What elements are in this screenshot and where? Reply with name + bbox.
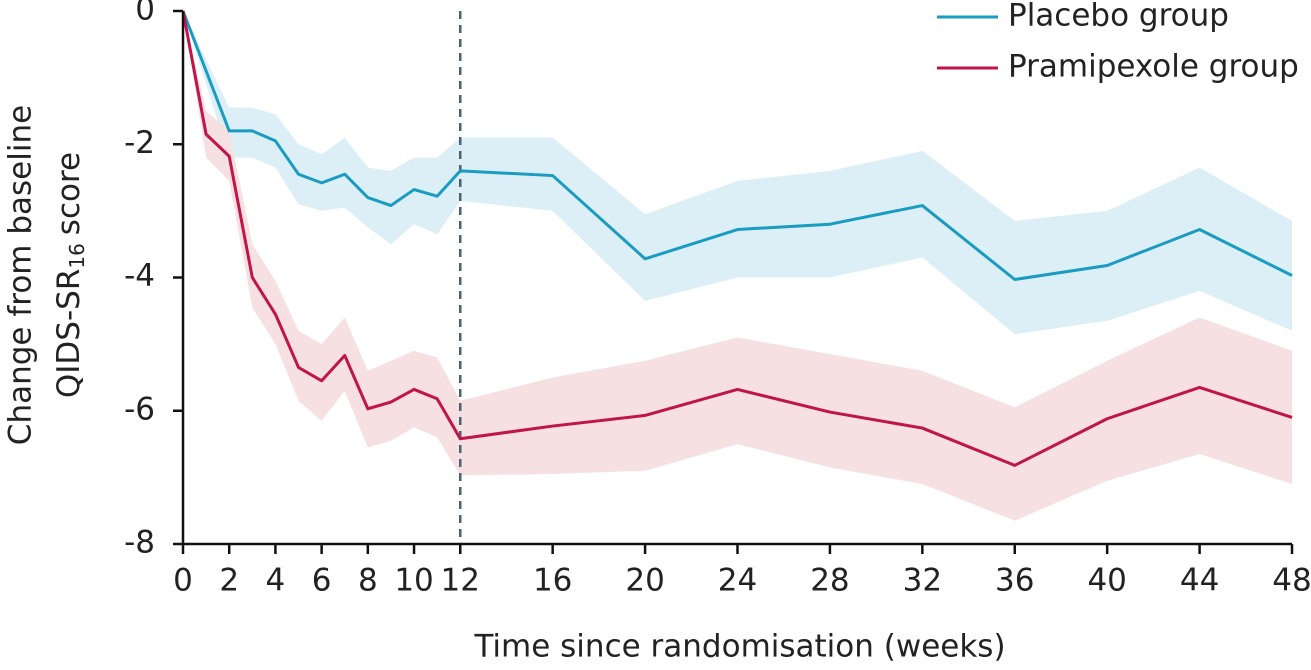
x-tick-label: 12	[441, 563, 480, 599]
x-tick-label: 44	[1180, 563, 1219, 599]
y-tick-label: -6	[124, 391, 155, 427]
y-axis-label-line: Change from baseline	[3, 105, 39, 445]
x-tick-label: 4	[266, 563, 286, 599]
y-tick-label: 0	[135, 0, 155, 28]
y-axis-label: QIDS-SR16 score	[51, 152, 89, 398]
x-tick-label: 16	[533, 563, 572, 599]
legend-label: Pramipexole group	[1008, 49, 1299, 85]
x-tick-label: 32	[903, 563, 942, 599]
y-label-sub: 16	[65, 243, 89, 268]
series-line	[181, 10, 1293, 467]
x-tick-label: 28	[810, 563, 849, 599]
y-label-main: QIDS-SR	[51, 269, 87, 399]
x-tick-label: 2	[219, 563, 239, 599]
y-tick-label: -8	[124, 525, 155, 561]
y-tick-label: -2	[124, 125, 155, 161]
y-axis-label-line: QIDS-SR16 score	[51, 152, 89, 398]
x-axis-label: Time since randomisation (weeks)	[473, 629, 1005, 665]
x-tick-label: 10	[394, 563, 433, 599]
x-tick-label: 8	[358, 563, 378, 599]
x-tick-label: 36	[995, 563, 1034, 599]
x-tick-label: 0	[173, 563, 193, 599]
x-tick-label: 24	[718, 563, 757, 599]
confidence-band	[183, 11, 1292, 335]
series-line	[181, 10, 1293, 281]
x-tick-label: 6	[312, 563, 332, 599]
x-tick-label: 40	[1087, 563, 1126, 599]
legend-label: Placebo group	[1008, 0, 1229, 34]
confidence-band	[183, 11, 1292, 521]
x-tick-label: 48	[1272, 563, 1311, 599]
y-label-end: score	[51, 152, 87, 235]
x-tick-label: 20	[625, 563, 664, 599]
y-tick-label: -4	[124, 258, 155, 294]
y-axis-label: Change from baseline	[3, 105, 39, 445]
